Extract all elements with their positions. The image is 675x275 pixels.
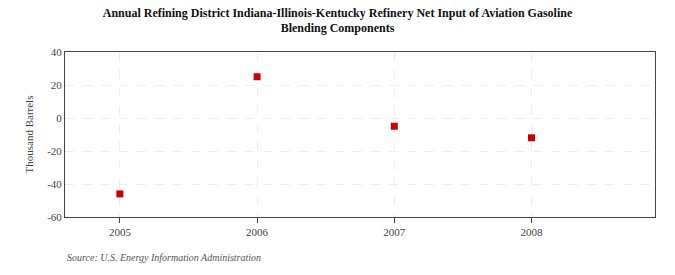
svg-text:2007: 2007 [383, 226, 406, 238]
svg-text:0: 0 [56, 112, 62, 124]
svg-text:Source: U.S. Energy Informatio: Source: U.S. Energy Information Administ… [67, 252, 261, 263]
svg-text:2008: 2008 [521, 226, 544, 238]
svg-text:Thousand Barrels: Thousand Barrels [23, 96, 35, 174]
svg-text:2006: 2006 [246, 226, 269, 238]
svg-text:40: 40 [51, 46, 63, 58]
svg-text:20: 20 [51, 79, 63, 91]
svg-text:-60: -60 [47, 211, 62, 223]
svg-text:2005: 2005 [109, 226, 132, 238]
svg-text:Annual Refining District India: Annual Refining District Indiana-Illinoi… [103, 6, 573, 36]
svg-text:-20: -20 [47, 145, 62, 157]
svg-text:-40: -40 [47, 178, 62, 190]
